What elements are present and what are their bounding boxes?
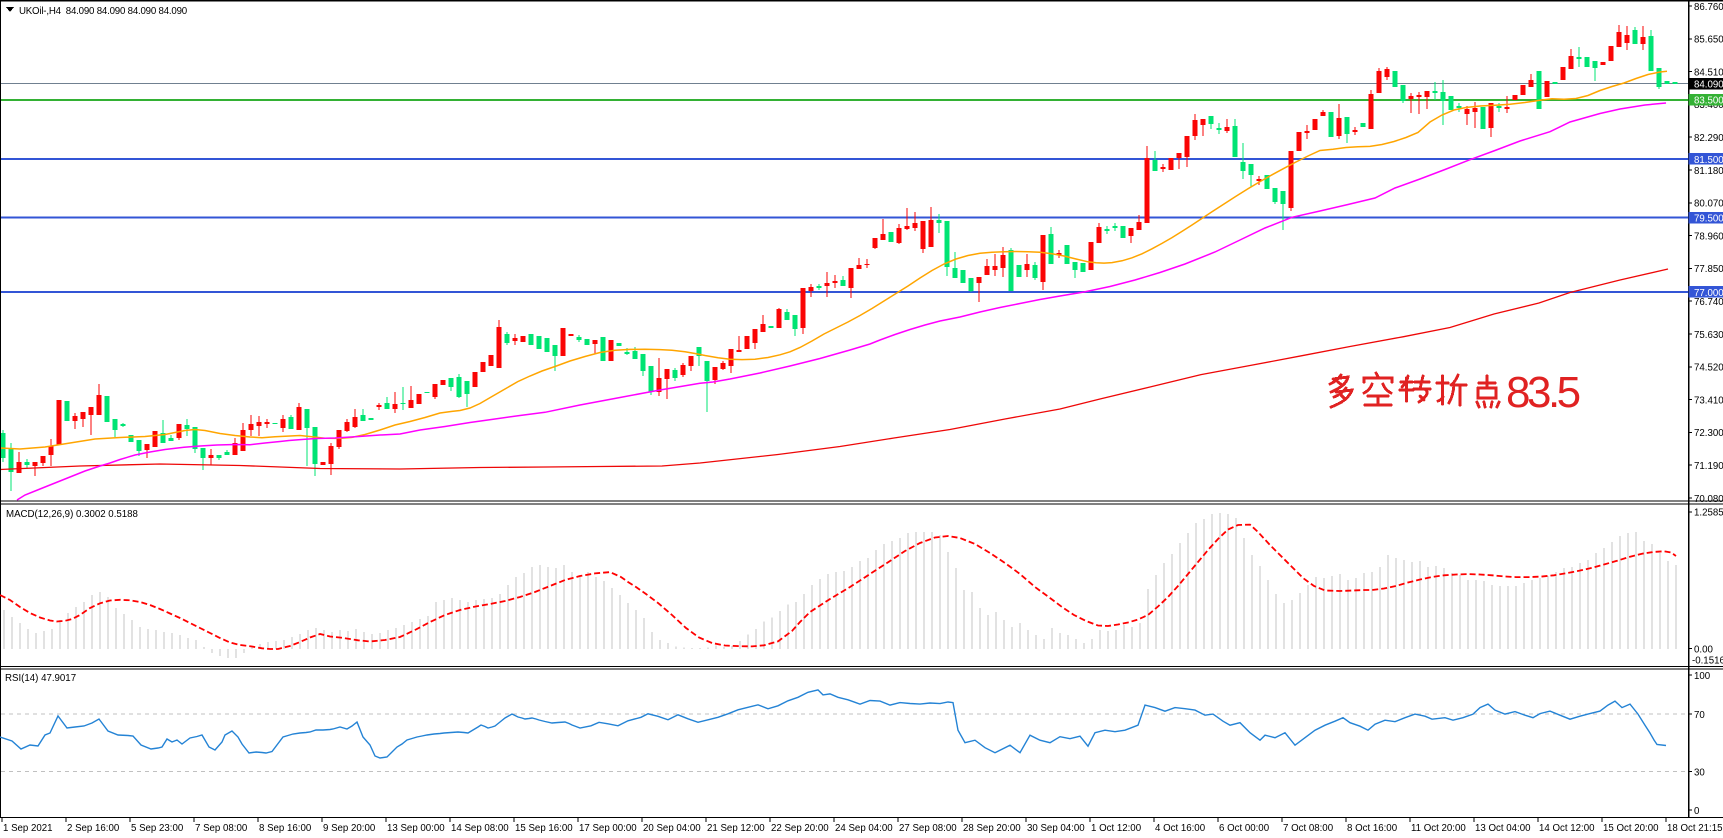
svg-text:20 Sep 04:00: 20 Sep 04:00 bbox=[643, 823, 701, 834]
svg-text:70: 70 bbox=[1694, 710, 1705, 721]
svg-text:7 Oct 08:00: 7 Oct 08:00 bbox=[1283, 823, 1334, 834]
svg-text:RSI(14) 47.9017: RSI(14) 47.9017 bbox=[5, 673, 76, 684]
svg-text:11 Oct 20:00: 11 Oct 20:00 bbox=[1411, 823, 1466, 834]
svg-text:14 Oct 12:00: 14 Oct 12:00 bbox=[1539, 823, 1595, 834]
svg-text:70.080: 70.080 bbox=[1694, 494, 1723, 505]
svg-text:81.500: 81.500 bbox=[1694, 155, 1723, 166]
svg-text:84.090: 84.090 bbox=[1694, 79, 1723, 90]
svg-text:-0.1516: -0.1516 bbox=[1692, 655, 1723, 666]
svg-text:1.2585: 1.2585 bbox=[1694, 508, 1723, 519]
svg-text:79.500: 79.500 bbox=[1694, 213, 1723, 224]
svg-text:21 Sep 12:00: 21 Sep 12:00 bbox=[707, 823, 765, 834]
svg-text:15 Oct 20:00: 15 Oct 20:00 bbox=[1603, 823, 1659, 834]
svg-text:78.960: 78.960 bbox=[1694, 231, 1723, 242]
svg-text:0: 0 bbox=[1694, 806, 1700, 817]
svg-text:2 Sep 16:00: 2 Sep 16:00 bbox=[67, 823, 120, 834]
svg-text:74.520: 74.520 bbox=[1694, 363, 1723, 374]
svg-text:8 Sep 16:00: 8 Sep 16:00 bbox=[259, 823, 312, 834]
svg-text:14 Sep 08:00: 14 Sep 08:00 bbox=[451, 823, 509, 834]
svg-text:82.290: 82.290 bbox=[1694, 133, 1723, 144]
svg-text:4 Oct 16:00: 4 Oct 16:00 bbox=[1155, 823, 1206, 834]
svg-text:80.070: 80.070 bbox=[1694, 199, 1723, 210]
svg-text:1 Oct 12:00: 1 Oct 12:00 bbox=[1091, 823, 1142, 834]
svg-text:81.180: 81.180 bbox=[1694, 166, 1723, 177]
svg-text:1 Sep 2021: 1 Sep 2021 bbox=[3, 823, 53, 834]
svg-text:85.650: 85.650 bbox=[1694, 35, 1723, 46]
svg-text:6 Oct 00:00: 6 Oct 00:00 bbox=[1219, 823, 1270, 834]
svg-text:17 Sep 00:00: 17 Sep 00:00 bbox=[579, 823, 637, 834]
svg-text:0.00: 0.00 bbox=[1694, 644, 1713, 655]
svg-text:100: 100 bbox=[1694, 671, 1711, 682]
svg-text:83.500: 83.500 bbox=[1694, 96, 1723, 107]
svg-text:30: 30 bbox=[1694, 767, 1705, 778]
svg-text:22 Sep 20:00: 22 Sep 20:00 bbox=[771, 823, 829, 834]
svg-text:24 Sep 04:00: 24 Sep 04:00 bbox=[835, 823, 893, 834]
svg-text:73.410: 73.410 bbox=[1694, 395, 1723, 406]
svg-text:9 Sep 20:00: 9 Sep 20:00 bbox=[323, 823, 376, 834]
svg-text:18 Oct 21:15: 18 Oct 21:15 bbox=[1667, 823, 1722, 834]
svg-text:27 Sep 08:00: 27 Sep 08:00 bbox=[899, 823, 957, 834]
svg-text:83.5: 83.5 bbox=[1506, 368, 1580, 417]
svg-text:77.000: 77.000 bbox=[1694, 288, 1723, 299]
svg-text:71.190: 71.190 bbox=[1694, 461, 1723, 472]
svg-text:15 Sep 16:00: 15 Sep 16:00 bbox=[515, 823, 573, 834]
svg-text:7 Sep 08:00: 7 Sep 08:00 bbox=[195, 823, 248, 834]
svg-text:5 Sep 23:00: 5 Sep 23:00 bbox=[131, 823, 184, 834]
svg-text:28 Sep 20:00: 28 Sep 20:00 bbox=[963, 823, 1021, 834]
svg-text:75.630: 75.630 bbox=[1694, 330, 1723, 341]
svg-text:MACD(12,26,9) 0.3002 0.5188: MACD(12,26,9) 0.3002 0.5188 bbox=[6, 509, 138, 520]
svg-text:83.400: 83.400 bbox=[1694, 100, 1723, 111]
svg-text:13 Oct 04:00: 13 Oct 04:00 bbox=[1475, 823, 1531, 834]
svg-text:76.740: 76.740 bbox=[1694, 297, 1723, 308]
svg-text:30 Sep 04:00: 30 Sep 04:00 bbox=[1027, 823, 1085, 834]
svg-text:8 Oct 16:00: 8 Oct 16:00 bbox=[1347, 823, 1398, 834]
svg-text:72.300: 72.300 bbox=[1694, 428, 1723, 439]
svg-text:UKOil-,H4 84.090 84.090 84.09: UKOil-,H4 84.090 84.090 84.090 84.090 bbox=[19, 6, 188, 17]
svg-text:13 Sep 00:00: 13 Sep 00:00 bbox=[387, 823, 445, 834]
svg-text:86.760: 86.760 bbox=[1694, 2, 1723, 13]
svg-text:77.850: 77.850 bbox=[1694, 264, 1723, 275]
svg-text:84.510: 84.510 bbox=[1694, 67, 1723, 78]
